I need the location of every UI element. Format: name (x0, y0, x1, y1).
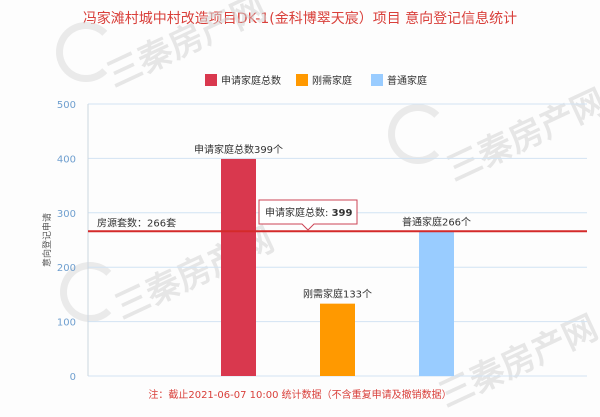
bar-data-label: 普通家庭266个 (402, 215, 471, 228)
tooltip-text: 申请家庭总数: 399 (265, 206, 352, 219)
y-tick-label: 0 (70, 372, 76, 383)
y-axis-label: 意向登记申请 (41, 213, 53, 267)
bar-data-label: 刚需家庭133个 (303, 288, 372, 301)
footnote: 注：截止2021-06-07 10:00 统计数据（不含重复申请及撤销数据） (148, 388, 451, 401)
bar-data-label: 申请家庭总数399个 (194, 143, 283, 156)
legend-swatch (371, 74, 383, 86)
y-tick-label: 300 (57, 209, 76, 220)
watermark-logo-icon (388, 104, 448, 164)
bar-chart: 申请家庭总数 刚需家庭 普通家庭 0 100 200 300 400 500 意向登记申请 申请家庭… (41, 74, 587, 401)
chart-title: 冯家滩村城中村改造项目DK-1(金科博翠天宸）项目 意向登记信息统计 (82, 11, 518, 27)
y-tick-label: 100 (57, 318, 76, 329)
reference-line-label: 房源套数：266套 (97, 216, 176, 229)
bar-2 (320, 303, 355, 376)
legend-label: 刚需家庭 (312, 74, 352, 87)
y-tick-label: 400 (57, 154, 76, 165)
watermark-logo-icon (56, 22, 116, 82)
bar-1 (221, 158, 256, 376)
legend-swatch (296, 74, 308, 86)
tooltip-box (258, 199, 358, 231)
y-tick-label: 200 (57, 263, 76, 274)
watermark-logo-icon (60, 262, 120, 322)
legend-swatch (205, 74, 217, 86)
legend-label: 普通家庭 (387, 74, 427, 87)
bar-3 (419, 231, 454, 376)
legend-label: 申请家庭总数 (221, 74, 281, 87)
y-tick-label: 500 (57, 100, 76, 111)
